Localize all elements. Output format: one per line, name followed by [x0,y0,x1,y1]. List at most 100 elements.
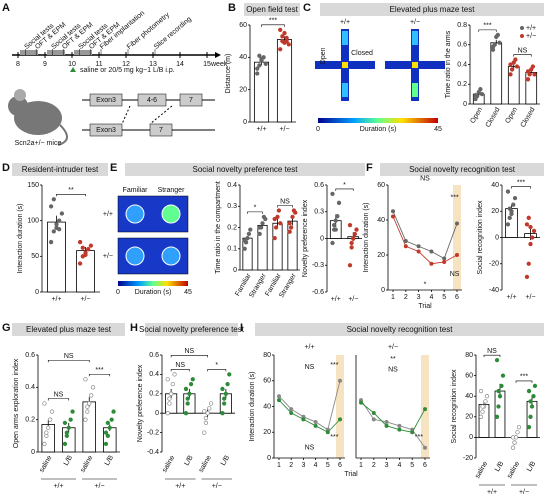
y-tick-label: 0 [495,234,499,241]
y-tick-label: 0 [469,434,473,441]
x-tick-label: 1 [391,294,395,301]
sig-label: *** [330,362,338,369]
mouse-tail [57,124,68,146]
y-axis-label: Interaction duration (s) [17,203,24,273]
week-label: 15 [203,61,211,68]
y-tick-label: 0 [155,410,159,417]
x-tick-label: 6 [423,462,427,469]
data-point [83,252,88,258]
maze-hot [412,83,418,97]
colorbar [318,118,438,123]
series-point [442,260,447,264]
y-tick-label: -40 [489,287,499,294]
data-point [202,409,207,414]
x-tick-label: +/− [525,294,535,301]
data-point [280,34,285,39]
chart-title: +/− [388,344,398,351]
data-point [349,245,354,250]
arm-label: Open [320,47,327,64]
series-point [391,214,395,219]
y-axis-label: Social recognition index [451,369,458,443]
data-point [284,39,289,44]
side-label: Stranger [158,187,186,194]
series-point [277,398,281,403]
series-point [397,423,402,428]
x-tick-label: 5 [442,294,446,301]
mouse-head [8,96,28,116]
maze-hot [342,31,348,45]
panel-letter: I [240,322,243,334]
series-point [403,244,408,249]
sig-label: *** [415,434,423,441]
x-tick-label: L/B [183,454,194,467]
series-point [338,417,342,422]
data-point [478,414,484,419]
injection-legend: saline or 20/5 mg kg−1 L/B i.p. [80,67,175,74]
legend-label: +/− [526,33,536,40]
data-point [90,385,96,390]
title-box [125,163,365,176]
x-tick-label: saline [474,460,489,479]
sig-label: NS [388,366,398,373]
series-point [410,430,415,435]
y-tick-label: 60 [263,378,271,385]
y-tick-label: 60 [377,182,385,189]
title-box [255,323,544,336]
data-point [255,71,260,76]
data-point [242,238,247,243]
data-point [167,396,172,401]
data-point [528,241,533,247]
data-point [272,235,277,241]
data-point [109,417,114,422]
title-box [145,323,238,336]
group-label: +/+ [487,489,497,496]
sig-label: ** [390,356,396,363]
sig-label: *** [269,18,277,25]
data-point [351,236,356,241]
data-point [526,424,532,430]
legend-marker [520,26,524,30]
data-point [331,222,337,228]
exon [89,123,123,137]
panel-letter: F [366,162,373,174]
series-line [360,399,426,448]
data-point [220,386,225,392]
data-point [532,383,538,389]
series-point [455,221,459,226]
data-point [531,394,536,399]
colorbar-label: Duration (s) [135,289,172,296]
x-tick-label: +/− [80,296,90,303]
data-point [490,44,496,49]
data-point [165,411,170,416]
series-point [384,423,389,428]
sig-label: *** [483,23,491,30]
sig-label: *** [95,367,103,374]
sig-label: NS [305,364,315,371]
sig-label: *** [520,374,528,381]
data-point [48,204,54,209]
mouse-label: Scn2a+/− mice [15,140,62,147]
exon-label: Exon3 [96,97,116,104]
y-tick-label: 20 [239,87,247,94]
x-tick-label: 2 [404,294,408,301]
x-tick-label: saline [79,454,94,473]
data-point [524,222,530,227]
data-point [77,239,83,245]
data-point [220,411,225,416]
side-label: Familiar [123,187,149,194]
x-tick-label: Closed [485,106,502,128]
x-tick-label: L/B [220,454,231,467]
sig-bracket [483,354,501,358]
data-point [479,91,485,97]
x-tick-label: saline [506,460,521,479]
exon-label: 7 [159,127,163,134]
mouse-ear [14,89,26,101]
x-tick-label: 6 [455,294,459,301]
data-point [513,57,518,62]
sig-label: *** [330,434,338,441]
sig-label: NS [54,391,64,398]
data-point [499,383,504,389]
sig-bracket [56,193,86,197]
series-point [325,430,330,435]
y-tick-label: 40 [465,393,473,400]
